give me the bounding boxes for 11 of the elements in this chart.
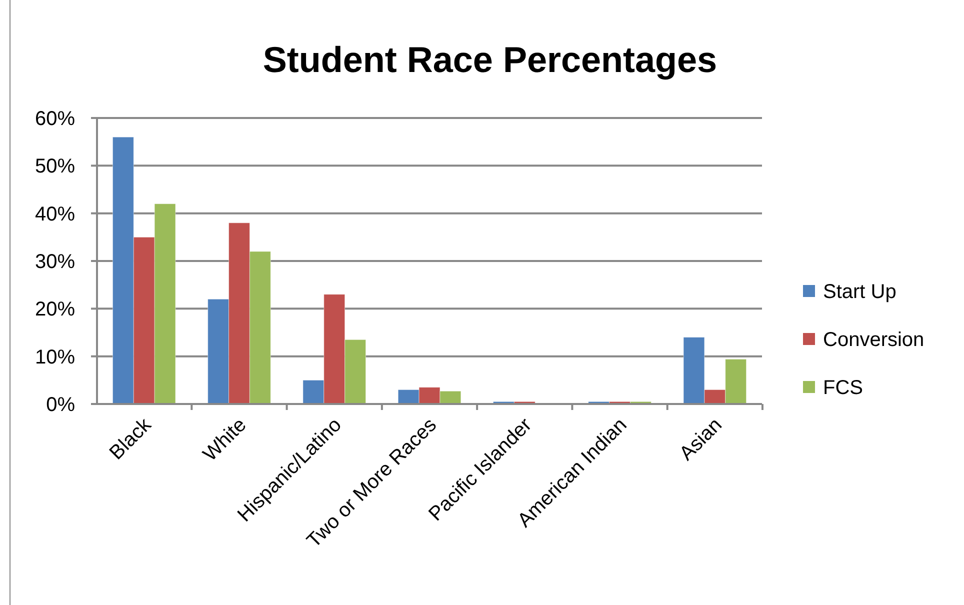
- y-tick-label: 20%: [34, 298, 76, 321]
- y-tick-label: 10%: [34, 346, 76, 368]
- legend-label: FCS: [823, 377, 863, 399]
- legend-label: Conversion: [823, 329, 924, 351]
- legend-label: Start Up: [823, 281, 896, 303]
- y-tick-label: 50%: [34, 156, 76, 178]
- y-tick-label: 30%: [34, 251, 76, 273]
- chart-title: Student Race Percentages: [262, 39, 718, 80]
- y-tick-label: 40%: [34, 203, 76, 226]
- y-tick-label: 0%: [46, 394, 76, 416]
- y-tick-label: 60%: [34, 108, 76, 130]
